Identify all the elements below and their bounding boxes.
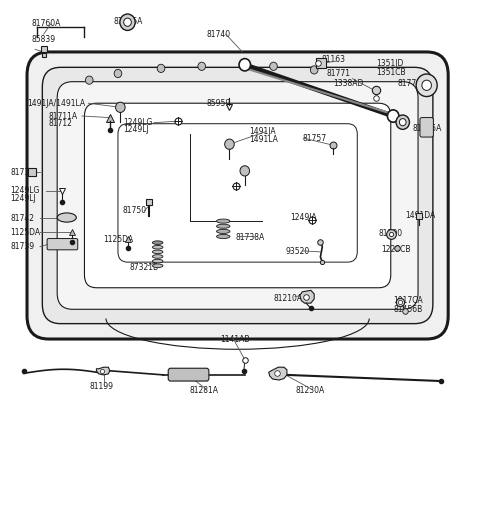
Circle shape	[416, 74, 437, 97]
Circle shape	[157, 64, 165, 72]
Ellipse shape	[216, 229, 230, 233]
Text: 81790: 81790	[379, 229, 403, 238]
Text: 1125DA: 1125DA	[10, 228, 40, 237]
Text: 81738A: 81738A	[235, 233, 264, 242]
Text: 93520: 93520	[286, 247, 310, 256]
FancyBboxPatch shape	[168, 368, 209, 381]
Circle shape	[240, 166, 250, 176]
Text: 81739: 81739	[10, 242, 35, 251]
Text: 81750: 81750	[123, 206, 147, 215]
Text: 81230A: 81230A	[295, 386, 324, 395]
Circle shape	[114, 69, 122, 78]
Circle shape	[198, 62, 205, 70]
Circle shape	[311, 66, 318, 74]
Text: 81730: 81730	[10, 168, 35, 177]
Ellipse shape	[153, 259, 163, 263]
Circle shape	[124, 18, 132, 26]
Polygon shape	[269, 367, 287, 380]
Text: 1125DA: 1125DA	[104, 234, 134, 244]
Text: 81210A: 81210A	[274, 293, 302, 303]
Text: 1229CB: 1229CB	[381, 245, 411, 254]
Circle shape	[225, 139, 234, 150]
Text: 1249LJ: 1249LJ	[10, 194, 36, 203]
Text: 1338AD: 1338AD	[333, 79, 364, 88]
Ellipse shape	[153, 255, 163, 258]
Circle shape	[399, 119, 406, 126]
Ellipse shape	[153, 264, 163, 267]
FancyBboxPatch shape	[420, 118, 433, 137]
Text: 81199: 81199	[89, 382, 113, 391]
Text: 1491DA: 1491DA	[405, 211, 435, 221]
Polygon shape	[96, 367, 110, 375]
Text: 81760A: 81760A	[32, 19, 61, 28]
Text: 1351JD: 1351JD	[376, 59, 404, 68]
Text: 1249JA: 1249JA	[290, 212, 317, 222]
Text: 1491JA: 1491JA	[250, 127, 276, 136]
FancyBboxPatch shape	[42, 67, 433, 324]
Text: 87321B: 87321B	[130, 263, 159, 272]
Text: 81757: 81757	[302, 134, 326, 142]
Ellipse shape	[216, 234, 230, 238]
Ellipse shape	[216, 219, 230, 223]
Ellipse shape	[216, 224, 230, 228]
Circle shape	[387, 110, 399, 122]
FancyBboxPatch shape	[84, 103, 391, 288]
Ellipse shape	[153, 246, 163, 249]
Text: 1491LA: 1491LA	[250, 135, 278, 143]
Circle shape	[85, 76, 93, 84]
Text: 1249LG: 1249LG	[123, 118, 152, 127]
Circle shape	[270, 62, 277, 70]
Text: 1249LG: 1249LG	[10, 186, 40, 195]
Ellipse shape	[57, 213, 76, 222]
FancyBboxPatch shape	[118, 124, 357, 262]
Text: 81456B: 81456B	[393, 305, 422, 314]
Circle shape	[116, 102, 125, 113]
FancyBboxPatch shape	[47, 238, 78, 250]
Text: 81742: 81742	[10, 214, 34, 223]
Text: 81771B: 81771B	[398, 79, 427, 88]
Text: 81740: 81740	[206, 29, 230, 39]
Text: 1351CB: 1351CB	[376, 68, 406, 77]
Circle shape	[396, 115, 409, 130]
Text: 81746A: 81746A	[113, 16, 143, 26]
Circle shape	[422, 80, 432, 90]
Text: 81163: 81163	[322, 55, 346, 64]
Polygon shape	[300, 290, 314, 303]
Text: 1249LJ: 1249LJ	[123, 125, 148, 134]
Text: 81771: 81771	[326, 69, 350, 78]
Circle shape	[120, 14, 135, 30]
Circle shape	[239, 59, 251, 71]
Text: 1017CA: 1017CA	[393, 296, 423, 305]
Ellipse shape	[153, 241, 163, 245]
Text: 1491JA/1491LA: 1491JA/1491LA	[27, 99, 85, 108]
Text: 85839: 85839	[32, 34, 56, 44]
Text: 85959: 85959	[206, 99, 231, 108]
Ellipse shape	[153, 250, 163, 254]
Text: 81281A: 81281A	[190, 386, 219, 395]
Text: 81712: 81712	[48, 119, 72, 128]
Text: 1141AB: 1141AB	[220, 335, 250, 343]
FancyBboxPatch shape	[27, 52, 448, 339]
Text: 81711A: 81711A	[48, 112, 78, 120]
FancyBboxPatch shape	[57, 82, 418, 309]
Text: 81775A: 81775A	[412, 124, 442, 133]
